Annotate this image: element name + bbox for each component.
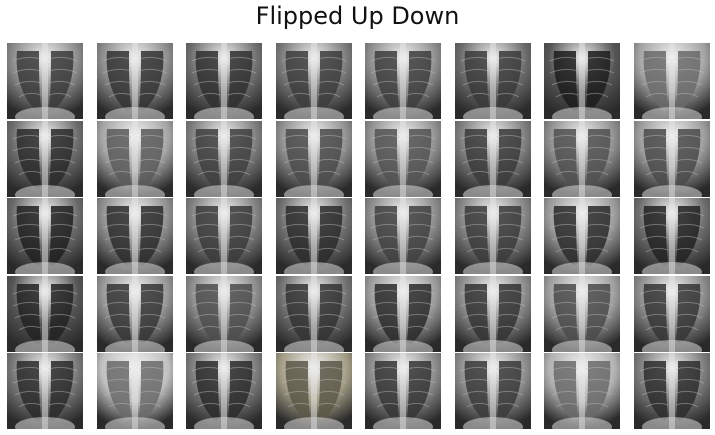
chest-xray-image: [365, 276, 441, 352]
xray-tile: [365, 198, 441, 274]
chest-xray-image: [7, 43, 83, 119]
chest-xray-image: [634, 121, 710, 197]
xray-tile: [365, 43, 441, 119]
xray-tile: [97, 276, 173, 352]
chest-xray-image: [365, 353, 441, 429]
chest-xray-image: [455, 353, 531, 429]
xray-tile: [97, 353, 173, 429]
chest-xray-image: [97, 43, 173, 119]
xray-tile: [7, 353, 83, 429]
chest-xray-image: [7, 121, 83, 197]
xray-tile: [634, 198, 710, 274]
xray-tile: [634, 43, 710, 119]
xray-tile: [7, 43, 83, 119]
chest-xray-image: [634, 276, 710, 352]
chest-xray-image: [544, 121, 620, 197]
chest-xray-image: [544, 43, 620, 119]
chest-xray-image: [186, 353, 262, 429]
xray-image-grid: [7, 43, 711, 430]
xray-tile: [544, 198, 620, 274]
xray-tile: [544, 43, 620, 119]
xray-tile: [544, 121, 620, 197]
xray-tile: [365, 121, 441, 197]
chest-xray-image: [97, 276, 173, 352]
chest-xray-image: [276, 121, 352, 197]
chest-xray-image: [186, 198, 262, 274]
xray-tile: [186, 43, 262, 119]
chest-xray-image: [7, 353, 83, 429]
xray-tile: [455, 121, 531, 197]
chest-xray-image: [97, 121, 173, 197]
chest-xray-image: [186, 276, 262, 352]
xray-tile: [365, 276, 441, 352]
chest-xray-image: [7, 198, 83, 274]
xray-tile: [7, 121, 83, 197]
chest-xray-image: [455, 121, 531, 197]
xray-tile: [276, 121, 352, 197]
chest-xray-image: [186, 121, 262, 197]
chest-xray-image: [544, 353, 620, 429]
chest-xray-image: [7, 276, 83, 352]
chest-xray-image: [97, 198, 173, 274]
chest-xray-image: [544, 276, 620, 352]
chest-xray-image: [276, 43, 352, 119]
xray-tile: [186, 121, 262, 197]
xray-tile: [544, 353, 620, 429]
xray-tile: [276, 276, 352, 352]
chest-xray-image: [365, 43, 441, 119]
xray-tile: [455, 198, 531, 274]
xray-tile: [7, 198, 83, 274]
xray-tile: [634, 121, 710, 197]
chest-xray-image: [276, 353, 352, 429]
xray-tile: [455, 43, 531, 119]
xray-tile: [276, 43, 352, 119]
chest-xray-image: [634, 43, 710, 119]
xray-tile: [97, 121, 173, 197]
xray-tile: [97, 43, 173, 119]
chest-xray-image: [276, 276, 352, 352]
xray-tile: [186, 198, 262, 274]
xray-tile: [186, 353, 262, 429]
figure-title: Flipped Up Down: [255, 2, 460, 30]
chest-xray-image: [365, 198, 441, 274]
xray-tile: [276, 353, 352, 429]
xray-tile: [455, 276, 531, 352]
xray-tile: [634, 276, 710, 352]
xray-tile: [276, 198, 352, 274]
chest-xray-image: [455, 43, 531, 119]
xray-tile: [455, 353, 531, 429]
chest-xray-image: [455, 198, 531, 274]
xray-tile: [365, 353, 441, 429]
chest-xray-image: [186, 43, 262, 119]
xray-tile: [7, 276, 83, 352]
chest-xray-image: [365, 121, 441, 197]
chest-xray-image: [455, 276, 531, 352]
chest-xray-image: [276, 198, 352, 274]
chest-xray-image: [634, 353, 710, 429]
chest-xray-image: [634, 198, 710, 274]
xray-tile: [97, 198, 173, 274]
xray-tile: [186, 276, 262, 352]
chest-xray-image: [97, 353, 173, 429]
xray-tile: [544, 276, 620, 352]
xray-tile: [634, 353, 710, 429]
chest-xray-image: [544, 198, 620, 274]
